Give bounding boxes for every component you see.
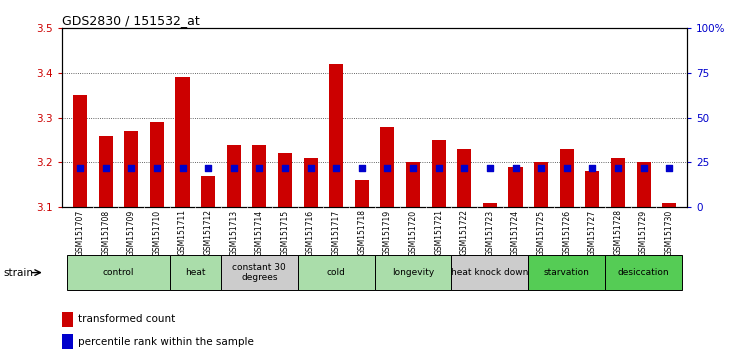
Bar: [73, 95, 87, 207]
FancyBboxPatch shape: [298, 255, 375, 290]
FancyBboxPatch shape: [452, 255, 529, 290]
Bar: [509, 167, 523, 207]
Point: [510, 165, 521, 171]
Point: [484, 165, 496, 171]
Text: GSM151721: GSM151721: [434, 210, 443, 255]
Text: starvation: starvation: [544, 268, 590, 277]
FancyBboxPatch shape: [605, 255, 682, 290]
Text: GSM151715: GSM151715: [281, 210, 289, 256]
FancyBboxPatch shape: [221, 255, 298, 290]
Point: [356, 165, 368, 171]
Point: [279, 165, 291, 171]
Text: longevity: longevity: [392, 268, 434, 277]
Bar: [637, 162, 651, 207]
Point: [382, 165, 393, 171]
Text: control: control: [103, 268, 135, 277]
Point: [151, 165, 163, 171]
Bar: [483, 202, 497, 207]
Text: GSM151730: GSM151730: [664, 210, 674, 256]
Point: [535, 165, 547, 171]
Point: [458, 165, 470, 171]
Point: [637, 165, 649, 171]
Point: [177, 165, 189, 171]
Text: desiccation: desiccation: [618, 268, 670, 277]
Point: [407, 165, 419, 171]
Text: GSM151710: GSM151710: [152, 210, 162, 256]
Text: GSM151714: GSM151714: [255, 210, 264, 256]
Bar: [62, 312, 73, 327]
Bar: [278, 153, 292, 207]
Text: GSM151708: GSM151708: [101, 210, 110, 256]
Point: [126, 165, 137, 171]
Text: GDS2830 / 151532_at: GDS2830 / 151532_at: [62, 14, 200, 27]
Bar: [586, 171, 599, 207]
Bar: [380, 127, 395, 207]
Bar: [355, 180, 369, 207]
Bar: [99, 136, 113, 207]
Point: [305, 165, 317, 171]
Point: [663, 165, 675, 171]
Point: [254, 165, 265, 171]
Text: GSM151717: GSM151717: [332, 210, 341, 256]
Bar: [662, 202, 676, 207]
Text: cold: cold: [327, 268, 346, 277]
Point: [330, 165, 342, 171]
Bar: [329, 64, 344, 207]
Point: [75, 165, 86, 171]
Bar: [62, 334, 73, 349]
Bar: [124, 131, 138, 207]
Bar: [431, 140, 446, 207]
Text: GSM151724: GSM151724: [511, 210, 520, 256]
FancyBboxPatch shape: [375, 255, 452, 290]
Text: GSM151718: GSM151718: [357, 210, 366, 255]
Bar: [252, 144, 266, 207]
Bar: [560, 149, 574, 207]
Bar: [201, 176, 215, 207]
Bar: [150, 122, 164, 207]
Text: GSM151726: GSM151726: [562, 210, 571, 256]
Text: GSM151711: GSM151711: [178, 210, 187, 255]
Text: GSM151725: GSM151725: [537, 210, 545, 256]
Text: GSM151719: GSM151719: [383, 210, 392, 256]
Text: constant 30
degrees: constant 30 degrees: [232, 263, 287, 282]
Bar: [406, 162, 420, 207]
Text: GSM151707: GSM151707: [75, 210, 85, 256]
Point: [202, 165, 214, 171]
Text: GSM151716: GSM151716: [306, 210, 315, 256]
Point: [612, 165, 624, 171]
Point: [100, 165, 112, 171]
Bar: [534, 162, 548, 207]
Point: [561, 165, 572, 171]
Bar: [303, 158, 318, 207]
Bar: [175, 78, 189, 207]
Text: GSM151729: GSM151729: [639, 210, 648, 256]
Point: [586, 165, 598, 171]
Bar: [611, 158, 625, 207]
FancyBboxPatch shape: [170, 255, 221, 290]
Text: heat knock down: heat knock down: [451, 268, 529, 277]
Bar: [458, 149, 471, 207]
Text: GSM151713: GSM151713: [230, 210, 238, 256]
Bar: [227, 144, 240, 207]
Point: [433, 165, 444, 171]
Text: percentile rank within the sample: percentile rank within the sample: [77, 337, 254, 347]
Text: heat: heat: [185, 268, 205, 277]
Text: GSM151720: GSM151720: [409, 210, 417, 256]
Text: GSM151709: GSM151709: [126, 210, 136, 256]
FancyBboxPatch shape: [67, 255, 170, 290]
Text: GSM151722: GSM151722: [460, 210, 469, 255]
Point: [228, 165, 240, 171]
Text: GSM151712: GSM151712: [204, 210, 213, 255]
Text: strain: strain: [4, 268, 34, 278]
Text: GSM151727: GSM151727: [588, 210, 597, 256]
FancyBboxPatch shape: [529, 255, 605, 290]
Text: GSM151728: GSM151728: [613, 210, 623, 255]
Text: transformed count: transformed count: [77, 314, 175, 324]
Text: GSM151723: GSM151723: [485, 210, 494, 256]
